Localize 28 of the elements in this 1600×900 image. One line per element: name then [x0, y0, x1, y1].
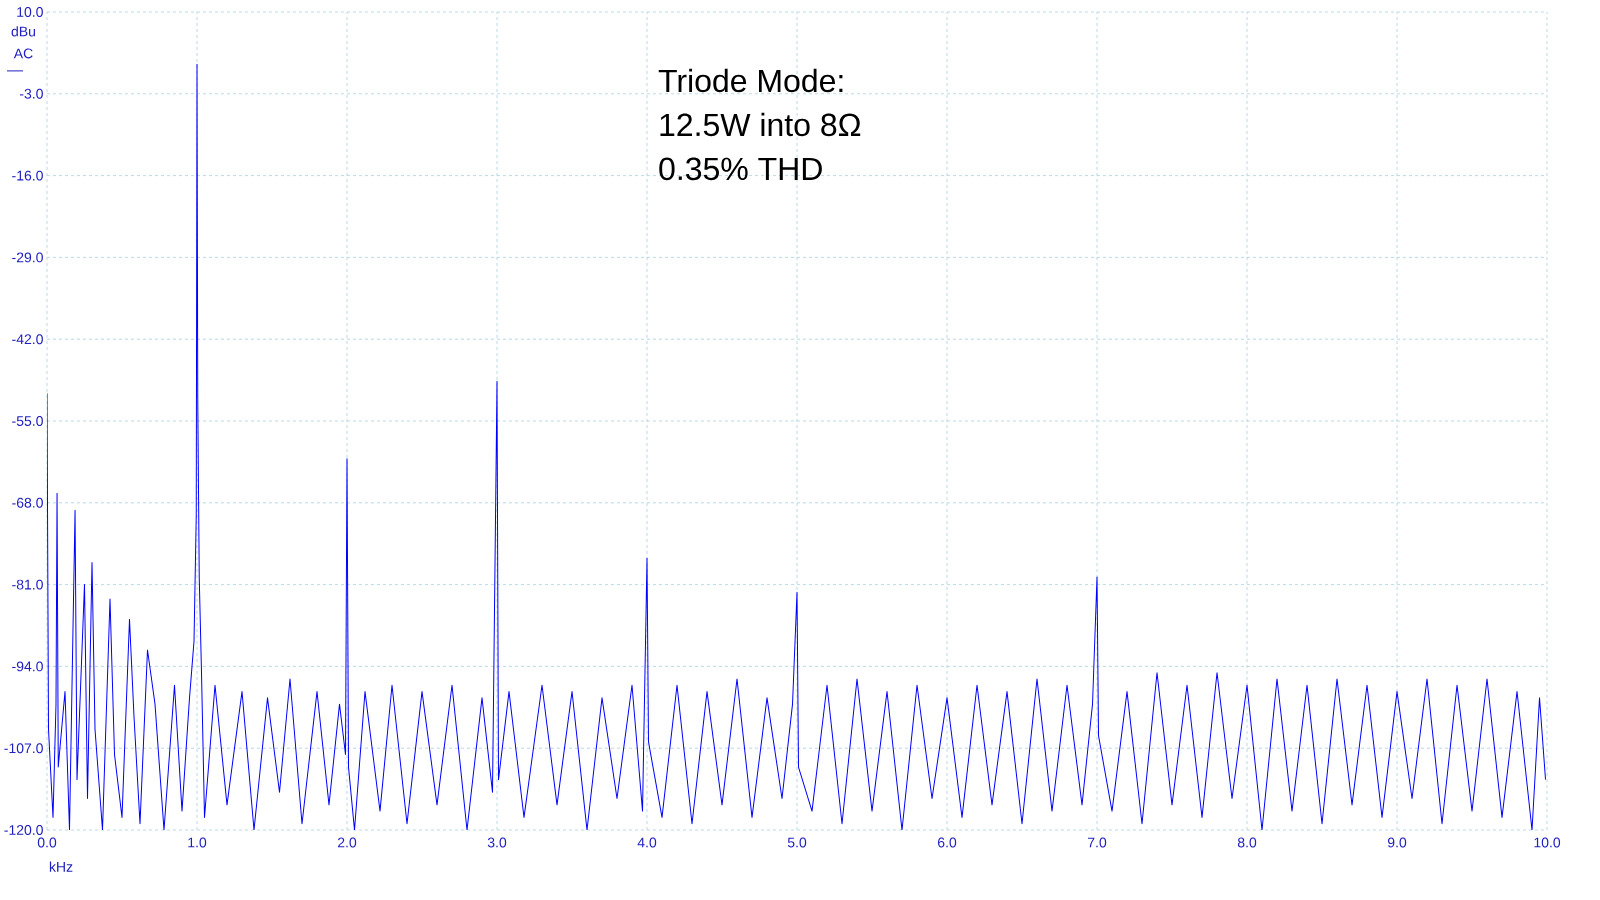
annotation: 0.35% THD: [659, 157, 822, 181]
x-tick-label: 5.0: [787, 837, 807, 848]
x-tick-label: 7.0: [1088, 837, 1107, 848]
y-tick-label: -42.0: [12, 334, 43, 345]
x-tick-label: 0.0: [37, 837, 57, 848]
y-tick-label: -29.0: [12, 252, 43, 263]
y-tick-label: 10.0: [17, 7, 43, 17]
y-tick-label: -55.0: [12, 416, 43, 426]
line-series: [47, 63, 1547, 830]
x-axis-title: kHz: [49, 861, 73, 872]
annotation: Triode Mode:: [658, 68, 843, 93]
y-tick-label: -68.0: [12, 497, 43, 508]
y-tick-label: -81.0: [12, 579, 43, 590]
y-tick-label: -16.0: [12, 170, 43, 181]
y-axis-title: dBu AC: [11, 26, 35, 59]
annotation: 12.5W into 8Ω: [660, 112, 861, 137]
x-tick-label: 8.0: [1237, 837, 1257, 848]
y-tick-label: -107.0: [4, 743, 43, 754]
x-tick-label: 2.0: [337, 837, 357, 848]
y-tick-label: -94.0: [12, 661, 43, 672]
x-tick-label: 4.0: [637, 837, 657, 848]
x-tick-label: 1.0: [188, 837, 207, 848]
x-tick-label: 10.0: [1534, 837, 1561, 848]
y-tick-label: -3.0: [19, 88, 43, 99]
x-tick-label: 9.0: [1387, 837, 1407, 848]
x-tick-label: 6.0: [937, 837, 957, 848]
y-tick-label: -120.0: [4, 825, 43, 835]
x-tick-label: 3.0: [487, 837, 507, 848]
